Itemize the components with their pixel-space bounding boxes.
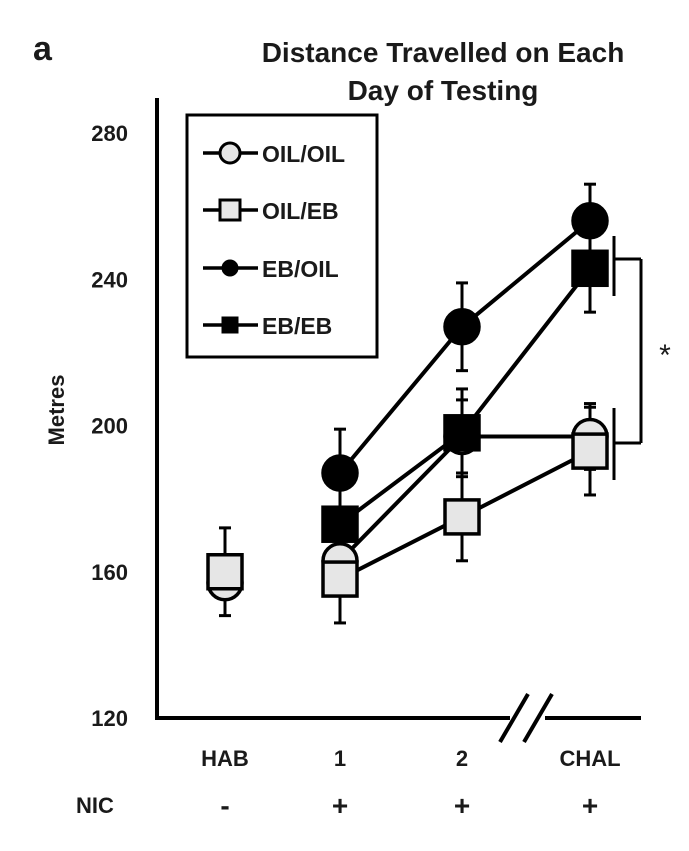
legend-label: EB/OIL <box>262 256 339 282</box>
legend: OIL/OIL OIL/EB EB/OIL EB/EB <box>185 113 379 359</box>
significance-annotation: * <box>612 236 671 480</box>
plot-area <box>206 182 609 625</box>
axis-break-mark <box>522 692 554 744</box>
y-tick-label: 280 <box>91 121 128 146</box>
panel-label: a <box>33 30 53 68</box>
axis-break-mark <box>498 692 530 744</box>
data-point <box>571 432 609 470</box>
x-tick-labels: HAB 1 2 CHAL <box>201 746 620 771</box>
nic-row-label: NIC <box>76 793 114 818</box>
x-tick-label: 2 <box>456 746 468 771</box>
y-tick-label: 200 <box>91 414 128 439</box>
legend-marker <box>221 259 239 277</box>
data-point <box>321 505 359 543</box>
y-axis-label: Metres <box>44 375 69 446</box>
legend-box <box>185 113 379 359</box>
chart-title-line-2: Day of Testing <box>348 75 539 106</box>
x-tick-label: CHAL <box>559 746 620 771</box>
legend-label: OIL/EB <box>262 198 339 224</box>
legend-label: EB/EB <box>262 313 332 339</box>
data-point <box>443 308 481 346</box>
nic-row-value: - <box>220 790 229 821</box>
data-point <box>321 454 359 492</box>
y-tick-labels: 120 160 200 240 280 <box>91 121 128 731</box>
nic-row-value: + <box>332 790 348 821</box>
data-point <box>443 414 481 452</box>
y-tick-label: 160 <box>91 560 128 585</box>
data-point <box>571 249 609 288</box>
legend-marker <box>218 198 242 222</box>
x-tick-label: HAB <box>201 746 249 771</box>
x-tick-label: 1 <box>334 746 346 771</box>
significance-marker: * <box>659 339 671 372</box>
data-point <box>206 553 244 591</box>
chart-title-line-1: Distance Travelled on Each <box>262 37 625 68</box>
legend-marker <box>221 316 239 334</box>
nic-row-value: + <box>582 790 598 821</box>
y-tick-label: 240 <box>91 267 128 292</box>
nic-row: NIC - + + + <box>76 790 598 821</box>
legend-label: OIL/OIL <box>262 141 345 167</box>
axes <box>155 98 641 744</box>
data-point <box>443 498 481 536</box>
y-tick-label: 120 <box>91 706 128 731</box>
nic-row-value: + <box>454 790 470 821</box>
data-point <box>321 560 359 598</box>
legend-marker <box>218 141 242 165</box>
data-point <box>571 202 609 240</box>
